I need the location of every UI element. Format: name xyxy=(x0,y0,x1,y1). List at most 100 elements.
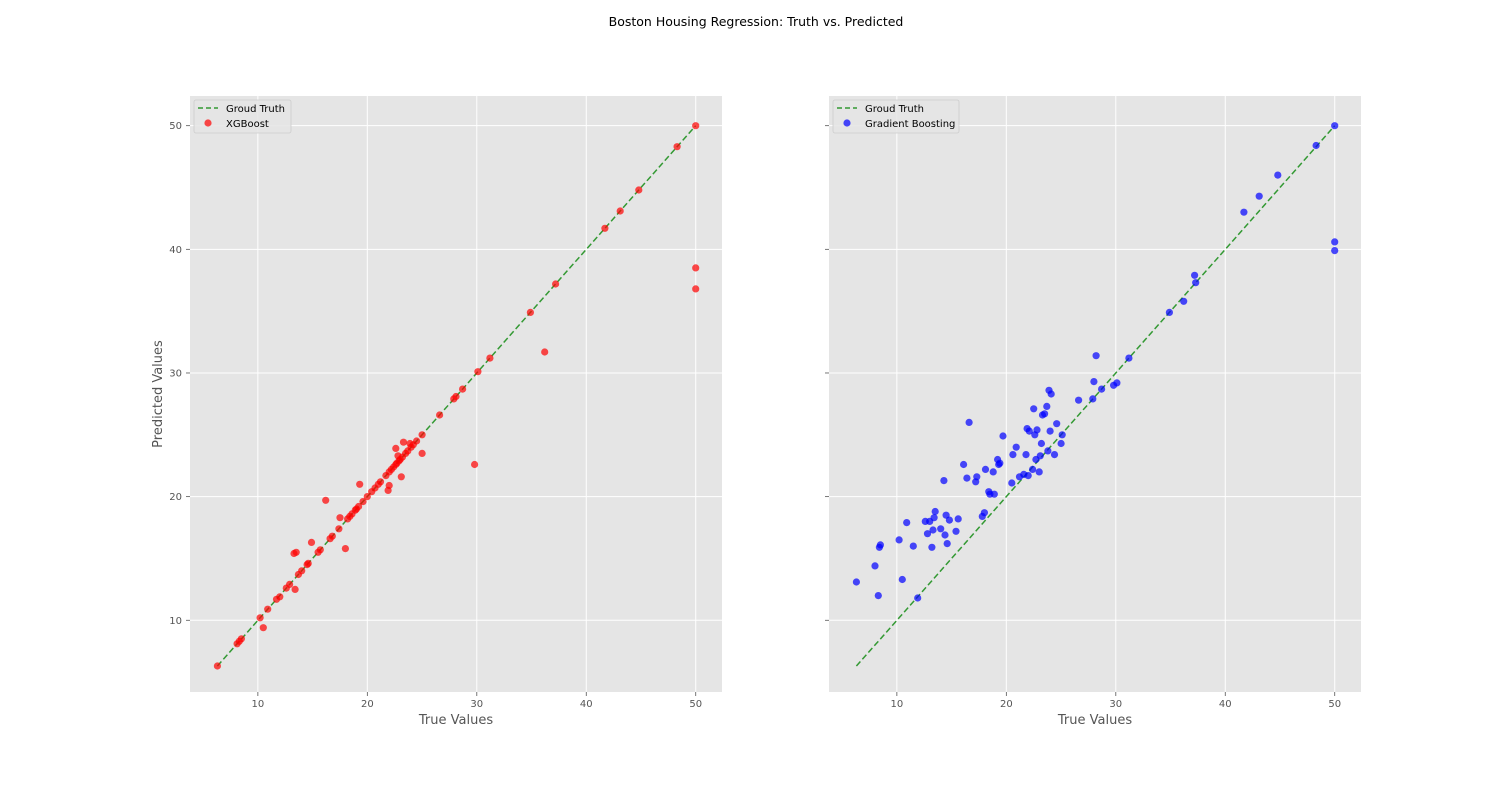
scatter-point xyxy=(1098,385,1106,393)
scatter-point xyxy=(1009,451,1017,459)
scatter-point xyxy=(965,418,973,426)
scatter-point xyxy=(526,308,535,316)
scatter-point xyxy=(898,575,906,584)
x-axis-label: True Values xyxy=(1057,713,1132,728)
scatter-point xyxy=(1041,410,1049,418)
scatter-point xyxy=(1057,439,1065,448)
scatter-point xyxy=(413,437,421,445)
scatter-point xyxy=(1312,141,1320,150)
scatter-point xyxy=(1058,431,1066,439)
legend-marker-swatch xyxy=(204,119,212,127)
scatter-point xyxy=(1165,308,1173,316)
scatter-point xyxy=(1255,192,1263,200)
scatter-point xyxy=(1035,468,1043,476)
scatter-point xyxy=(316,546,324,554)
scatter-point xyxy=(874,592,882,600)
scatter-point xyxy=(989,468,997,476)
scatter-point xyxy=(876,541,885,549)
scatter-point xyxy=(954,515,962,523)
scatter-point xyxy=(1008,479,1016,487)
x-tick-label: 40 xyxy=(1219,699,1232,710)
scatter-point xyxy=(999,432,1007,440)
scatter-point xyxy=(616,207,624,215)
scatter-point xyxy=(1036,452,1044,460)
legend-marker-swatch xyxy=(843,119,851,127)
y-tick-label: 20 xyxy=(169,492,182,503)
scatter-point xyxy=(376,478,385,486)
scatter-point xyxy=(336,514,344,522)
x-tick-label: 20 xyxy=(361,699,374,710)
x-tick-label: 50 xyxy=(689,699,702,710)
scatter-point xyxy=(418,431,426,439)
scatter-point xyxy=(1025,427,1033,435)
y-tick-label: 30 xyxy=(169,368,182,379)
scatter-point xyxy=(692,285,700,293)
plot-panel-xgboost: 10 20 30 40 50 10 20 30 40 50 True Values Predicted… xyxy=(151,96,722,728)
scatter-point xyxy=(486,354,494,362)
scatter-point xyxy=(871,562,879,570)
scatter-point xyxy=(298,567,306,575)
scatter-point xyxy=(286,580,294,589)
scatter-point xyxy=(931,507,939,516)
scatter-point xyxy=(852,578,861,586)
scatter-point xyxy=(264,605,272,613)
scatter-point xyxy=(1024,472,1032,480)
scatter-point xyxy=(1331,238,1339,246)
scatter-point xyxy=(1113,379,1121,387)
scatter-point xyxy=(1046,427,1054,435)
scatter-point xyxy=(1331,247,1339,255)
scatter-point xyxy=(355,502,363,511)
y-axis-label: Predicted Values xyxy=(151,340,166,448)
figure-title: Boston Housing Regression: Truth vs. Pre… xyxy=(609,14,904,29)
scatter-point xyxy=(909,542,917,550)
scatter-point xyxy=(392,444,400,452)
legend-label-ground-truth: Groud Truth xyxy=(226,104,285,115)
scatter-point xyxy=(341,545,349,553)
scatter-point xyxy=(1047,390,1055,398)
scatter-point xyxy=(990,490,998,498)
plot-panel-gradient-boosting: 10 20 30 40 50 True Values Groud Truth Gradient… xyxy=(825,96,1361,728)
y-tick-label: 50 xyxy=(169,121,182,132)
scatter-point xyxy=(930,514,938,522)
scatter-point xyxy=(960,460,968,469)
scatter-point xyxy=(459,385,467,393)
scatter-point xyxy=(601,224,609,232)
scatter-point xyxy=(1044,447,1052,455)
scatter-point xyxy=(1089,395,1097,403)
scatter-point xyxy=(291,585,299,594)
scatter-point xyxy=(980,509,989,517)
scatter-point xyxy=(923,530,932,538)
scatter-point xyxy=(474,368,482,376)
scatter-point xyxy=(399,438,408,446)
x-tick-label: 50 xyxy=(1328,699,1341,710)
scatter-point xyxy=(237,635,245,643)
x-tick-label: 10 xyxy=(252,699,265,710)
scatter-point xyxy=(1180,297,1188,305)
scatter-point xyxy=(895,536,903,544)
x-tick-label: 30 xyxy=(1109,699,1122,710)
scatter-point xyxy=(1022,451,1030,459)
scatter-point xyxy=(259,624,267,632)
scatter-point xyxy=(903,519,911,527)
scatter-point xyxy=(213,662,221,670)
scatter-point xyxy=(1092,352,1100,360)
scatter-point xyxy=(335,525,343,533)
x-tick-label: 10 xyxy=(891,699,904,710)
legend-box xyxy=(193,99,292,134)
scatter-point xyxy=(937,525,945,533)
scatter-point xyxy=(943,540,951,548)
legend-label-series: XGBoost xyxy=(226,119,269,130)
scatter-point xyxy=(276,593,284,601)
scatter-point xyxy=(952,527,960,535)
scatter-point xyxy=(418,449,426,457)
scatter-point xyxy=(363,493,371,501)
scatter-point xyxy=(635,186,643,194)
x-tick-label: 20 xyxy=(1000,699,1013,710)
scatter-point xyxy=(928,543,936,551)
scatter-point xyxy=(1033,426,1041,434)
scatter-point xyxy=(1240,208,1248,216)
scatter-point xyxy=(692,264,700,272)
scatter-point xyxy=(436,411,444,419)
y-tick-label: 40 xyxy=(169,245,182,256)
